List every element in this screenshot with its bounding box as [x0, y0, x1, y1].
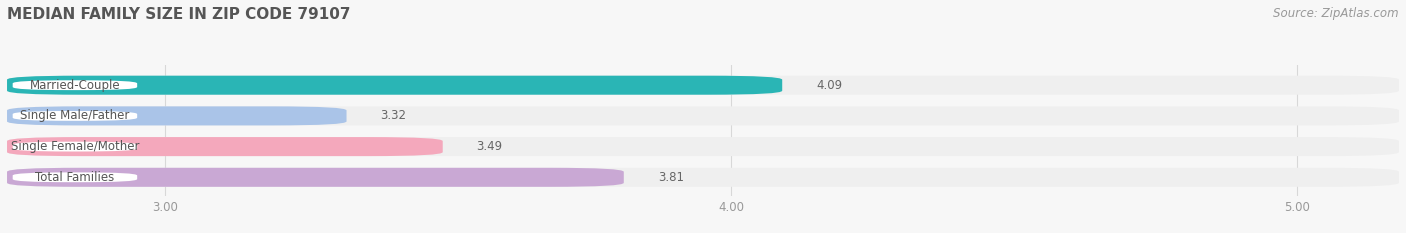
FancyBboxPatch shape: [7, 76, 782, 95]
FancyBboxPatch shape: [7, 76, 1399, 95]
FancyBboxPatch shape: [7, 106, 1399, 125]
Text: 3.32: 3.32: [381, 110, 406, 122]
Text: Single Male/Father: Single Male/Father: [20, 110, 129, 122]
FancyBboxPatch shape: [7, 137, 1399, 156]
FancyBboxPatch shape: [7, 137, 443, 156]
FancyBboxPatch shape: [13, 111, 138, 121]
Text: 4.09: 4.09: [815, 79, 842, 92]
Text: Married-Couple: Married-Couple: [30, 79, 121, 92]
FancyBboxPatch shape: [13, 172, 138, 182]
FancyBboxPatch shape: [7, 168, 1399, 187]
FancyBboxPatch shape: [7, 106, 346, 125]
Text: 3.49: 3.49: [477, 140, 503, 153]
FancyBboxPatch shape: [7, 168, 624, 187]
Text: MEDIAN FAMILY SIZE IN ZIP CODE 79107: MEDIAN FAMILY SIZE IN ZIP CODE 79107: [7, 7, 350, 22]
Text: Single Female/Mother: Single Female/Mother: [11, 140, 139, 153]
Text: 3.81: 3.81: [658, 171, 683, 184]
Text: Total Families: Total Families: [35, 171, 114, 184]
Text: Source: ZipAtlas.com: Source: ZipAtlas.com: [1274, 7, 1399, 20]
FancyBboxPatch shape: [13, 80, 138, 90]
FancyBboxPatch shape: [13, 142, 138, 151]
